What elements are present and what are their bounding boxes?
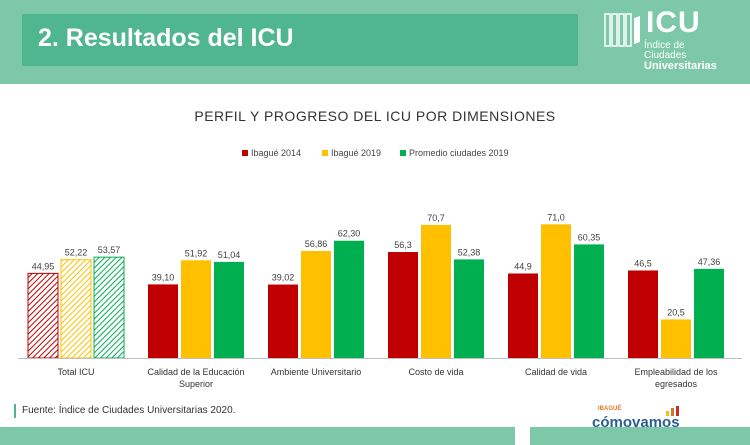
- chart-bars: 44,95 52,22 53,57 39,10 51,92 51,04 39,02 56,86…: [27, 212, 724, 359]
- data-label: 62,30: [338, 229, 361, 239]
- icu-logo: ICU Índice de Ciudades Universitarias: [604, 6, 744, 76]
- bar: [694, 268, 724, 358]
- legend-label: Ibagué 2014: [251, 148, 301, 158]
- logo-line-1: Índice de: [644, 40, 685, 51]
- bar: [334, 240, 364, 358]
- books-icon: [604, 13, 640, 47]
- bar-chart: Ibagué 2014 Ibagué 2019 Promedio ciudades …: [18, 148, 742, 389]
- data-label: 52,22: [65, 248, 88, 258]
- data-label: 44,9: [514, 261, 532, 271]
- bar: [148, 284, 178, 358]
- bar: [454, 259, 484, 358]
- footer-band: [0, 427, 515, 445]
- footer-accent: [14, 404, 16, 418]
- bar: [214, 261, 244, 358]
- bar: [508, 273, 538, 358]
- bar: [181, 260, 211, 358]
- category-label: Calidad de vida: [525, 367, 587, 377]
- chart-area: PERFIL Y PROGRESO DEL ICU POR DIMENSIONE…: [0, 90, 750, 408]
- legend-label: Promedio ciudades 2019: [409, 148, 509, 158]
- title-bar: 2. Resultados del ICU: [22, 14, 578, 66]
- data-label: 39,02: [272, 273, 295, 283]
- logo-line-3: Universitarias: [644, 60, 717, 72]
- page-title: 2. Resultados del ICU: [38, 24, 294, 52]
- data-label: 60,35: [578, 232, 601, 242]
- brand-city: IBAGUÉ: [598, 406, 622, 412]
- chart-title: PERFIL Y PROGRESO DEL ICU POR DIMENSIONE…: [194, 108, 556, 124]
- bar: [388, 252, 418, 358]
- chart-legend: Ibagué 2014 Ibagué 2019 Promedio ciudades …: [242, 148, 509, 158]
- category-label: egresados: [655, 379, 698, 389]
- category-label: Total ICU: [57, 367, 94, 377]
- source-note: Fuente: Índice de Ciudades Universitaria…: [22, 405, 236, 416]
- data-label: 52,38: [458, 247, 481, 257]
- data-label: 20,5: [667, 307, 685, 317]
- data-label: 46,5: [634, 258, 652, 268]
- category-label: Ambiente Universitario: [271, 367, 362, 377]
- category-label: Superior: [179, 379, 213, 389]
- logo-line-2: Ciudades: [644, 50, 687, 61]
- data-label: 53,57: [98, 245, 121, 255]
- bar: [268, 284, 298, 358]
- legend-label: Ibagué 2019: [331, 148, 381, 158]
- footer-band-right: [530, 427, 750, 445]
- legend-swatch: [400, 150, 406, 156]
- logo-mark: ICU: [646, 6, 701, 39]
- bar: [541, 224, 571, 358]
- brand-name: cómovamos: [592, 414, 680, 431]
- category-label: Calidad de la Educación: [147, 367, 244, 377]
- data-label: 56,86: [305, 239, 328, 249]
- bar: [574, 244, 604, 358]
- data-label: 56,3: [394, 240, 412, 250]
- bar: [628, 270, 658, 358]
- bar: [93, 256, 125, 359]
- category-label: Empleabilidad de los: [634, 367, 718, 377]
- data-label: 51,04: [218, 250, 241, 260]
- bar: [421, 224, 451, 358]
- data-label: 47,36: [698, 257, 721, 267]
- bar-chart-icon: [666, 406, 679, 416]
- bar: [60, 259, 92, 359]
- data-label: 39,10: [152, 272, 175, 282]
- bar: [27, 272, 59, 359]
- data-label: 51,92: [185, 248, 208, 258]
- category-label: Costo de vida: [408, 367, 463, 377]
- data-label: 70,7: [427, 213, 445, 223]
- bar: [661, 319, 691, 358]
- bar: [301, 250, 331, 358]
- legend-swatch: [242, 150, 248, 156]
- data-label: 44,95: [32, 261, 55, 271]
- data-label: 71,0: [547, 212, 565, 222]
- legend-swatch: [322, 150, 328, 156]
- x-axis: Total ICU Calidad de la Educación Superior…: [18, 358, 742, 389]
